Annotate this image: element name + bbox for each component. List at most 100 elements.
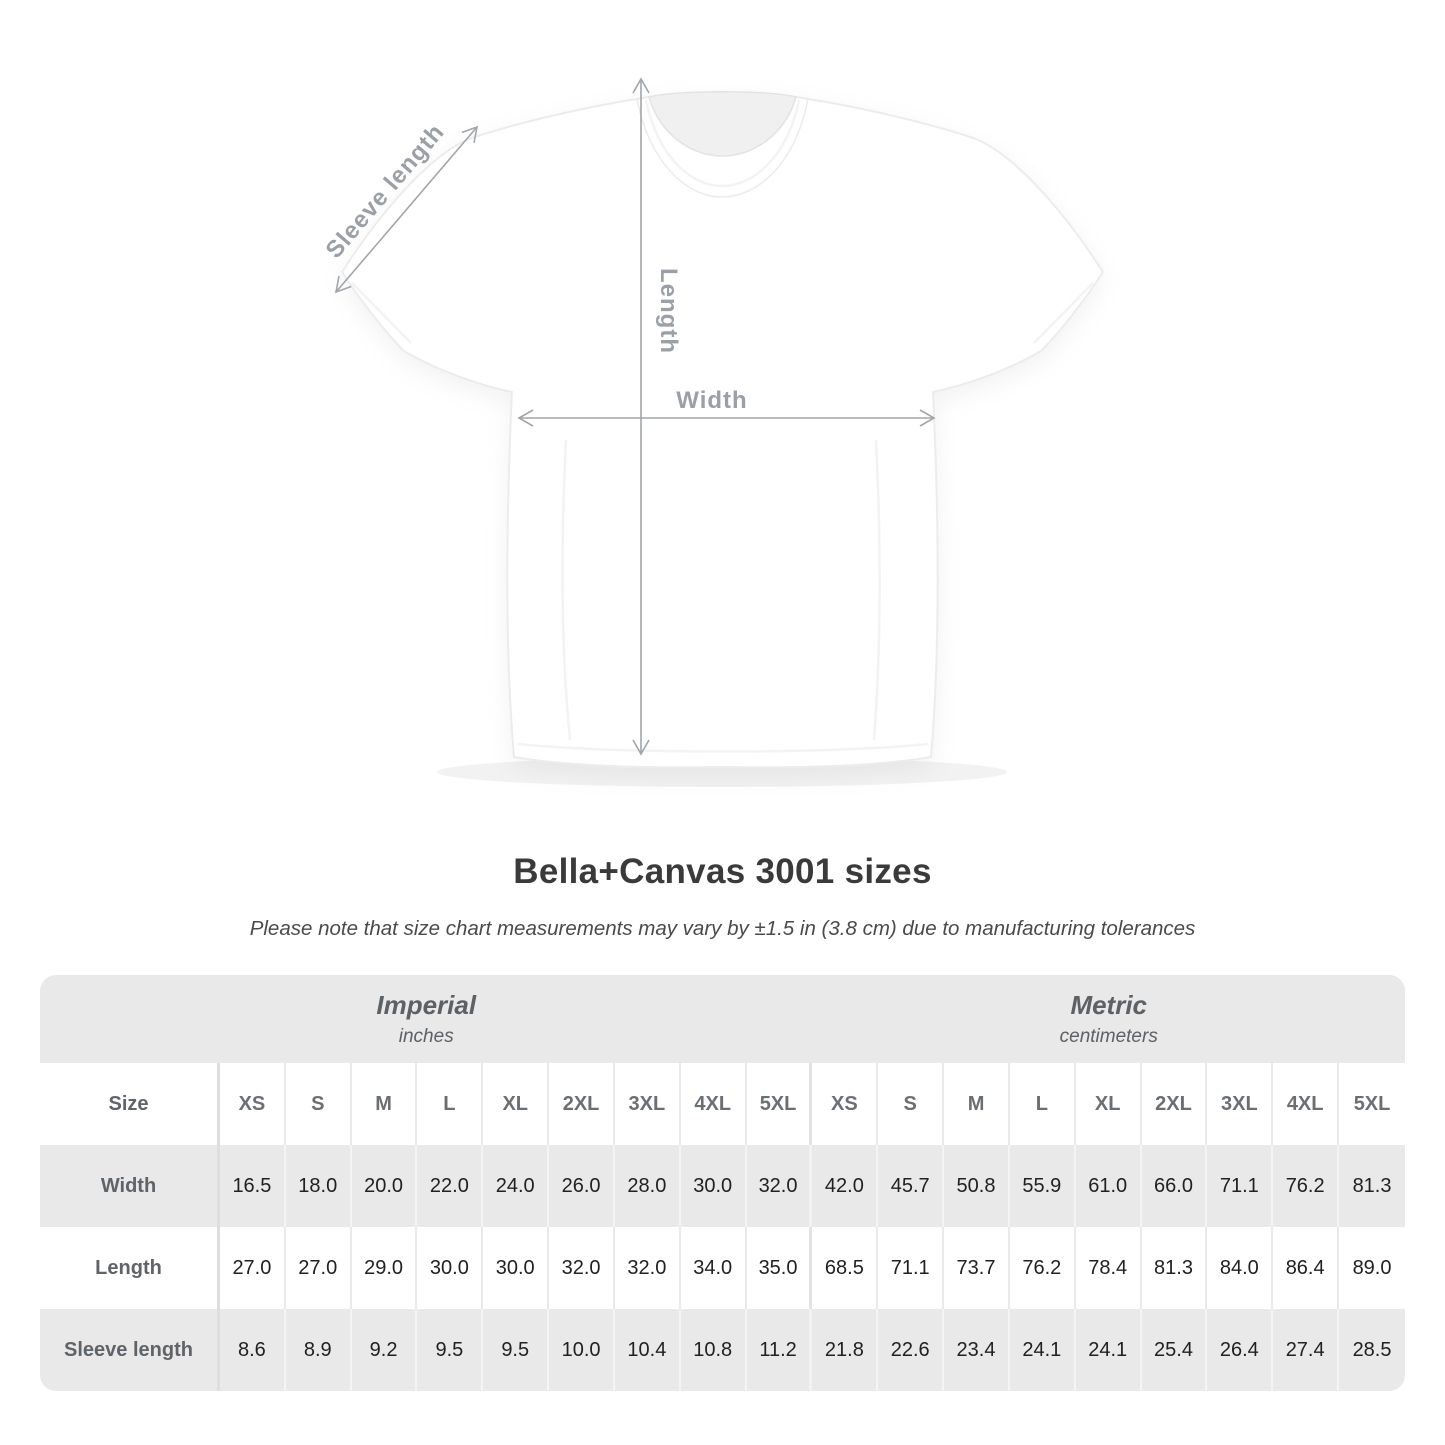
table-cell: 24.1 [1075, 1309, 1142, 1391]
table-cell: 8.6 [220, 1309, 286, 1391]
size-col-metric-xs: XS [812, 1063, 879, 1145]
table-row-length: Length 27.0 27.0 29.0 30.0 30.0 32.0 32.0 34.0 35… [40, 1227, 1405, 1309]
table-cell: 9.5 [417, 1309, 484, 1391]
table-cell: 32.0 [746, 1145, 813, 1227]
table-cell: 10.0 [549, 1309, 615, 1391]
table-cell: 42.0 [812, 1145, 879, 1227]
table-cell: 30.0 [680, 1145, 747, 1227]
table-cell: 71.1 [878, 1227, 945, 1309]
table-row-sleeve-length: Sleeve length 8.6 8.9 9.2 9.5 9.5 10.0 10.4 10.8… [40, 1309, 1405, 1391]
table-cell: 24.1 [1009, 1309, 1076, 1391]
table-cell: 8.9 [285, 1309, 352, 1391]
size-col-metric-2xl: 2XL [1141, 1063, 1208, 1145]
sleeve-length-arrow [334, 125, 479, 294]
row-label: Sleeve length [40, 1309, 220, 1391]
table-cell: 32.0 [549, 1227, 615, 1309]
table-cell: 89.0 [1339, 1227, 1405, 1309]
table-cell: 28.5 [1339, 1309, 1405, 1391]
table-cell: 24.0 [483, 1145, 550, 1227]
table-cell: 10.8 [680, 1309, 747, 1391]
tshirt-graphic [340, 91, 1105, 769]
table-cell: 71.1 [1207, 1145, 1274, 1227]
page-title: Bella+Canvas 3001 sizes [513, 852, 932, 891]
imperial-label: Imperial [376, 990, 477, 1020]
table-cell: 66.0 [1141, 1145, 1208, 1227]
table-cell: 22.0 [417, 1145, 484, 1227]
size-col-metric-s: S [878, 1063, 945, 1145]
table-cell: 29.0 [351, 1227, 418, 1309]
table-cell: 45.7 [878, 1145, 945, 1227]
table-cell: 30.0 [483, 1227, 550, 1309]
size-col-imperial-s: S [285, 1063, 352, 1145]
row-label: Width [40, 1145, 220, 1227]
size-col-imperial-m: M [351, 1063, 418, 1145]
size-col-metric-5xl: 5XL [1339, 1063, 1405, 1145]
unit-header-row: Imperial inches Metric centimeters [40, 975, 1405, 1063]
table-cell: 84.0 [1207, 1227, 1274, 1309]
size-col-imperial-l: L [417, 1063, 484, 1145]
length-label: Length [655, 268, 682, 354]
size-col-imperial-3xl: 3XL [614, 1063, 681, 1145]
size-col-metric-4xl: 4XL [1273, 1063, 1340, 1145]
table-cell: 18.0 [285, 1145, 352, 1227]
table-cell: 76.2 [1273, 1145, 1340, 1227]
imperial-unit: inches [398, 1026, 454, 1047]
size-chart: Imperial inches Metric centimeters Size … [40, 975, 1405, 1391]
table-cell: 86.4 [1273, 1227, 1340, 1309]
table-cell: 81.3 [1339, 1145, 1405, 1227]
size-col-metric-m: M [944, 1063, 1010, 1145]
table-cell: 68.5 [812, 1227, 879, 1309]
size-col-imperial-xs: XS [220, 1063, 286, 1145]
table-cell: 20.0 [351, 1145, 418, 1227]
page-subtitle: Please note that size chart measurements… [249, 917, 1196, 940]
fabric-fold-right [872, 439, 881, 741]
size-col-metric-l: L [1009, 1063, 1076, 1145]
table-cell: 61.0 [1075, 1145, 1142, 1227]
size-table: Imperial inches Metric centimeters Size … [40, 975, 1405, 1391]
metric-label: Metric [1070, 990, 1148, 1020]
metric-unit: centimeters [1059, 1026, 1158, 1047]
collar-band-outer [636, 98, 809, 198]
size-col-metric-3xl: 3XL [1207, 1063, 1274, 1145]
table-cell: 23.4 [944, 1309, 1010, 1391]
collar-opening [648, 91, 797, 157]
size-row-label: Size [40, 1063, 220, 1145]
table-cell: 25.4 [1141, 1309, 1208, 1391]
size-col-imperial-2xl: 2XL [549, 1063, 615, 1145]
table-cell: 26.4 [1207, 1309, 1274, 1391]
table-row-width: Width 16.5 18.0 20.0 22.0 24.0 26.0 28.0 30.0 32.… [40, 1145, 1405, 1227]
table-cell: 73.7 [944, 1227, 1010, 1309]
table-cell: 22.6 [878, 1309, 945, 1391]
imperial-header: Imperial inches [40, 975, 813, 1063]
table-cell: 32.0 [614, 1227, 681, 1309]
table-cell: 27.0 [285, 1227, 352, 1309]
table-cell: 34.0 [680, 1227, 747, 1309]
table-cell: 16.5 [220, 1145, 286, 1227]
table-cell: 35.0 [746, 1227, 813, 1309]
table-cell: 55.9 [1009, 1145, 1076, 1227]
table-cell: 27.4 [1273, 1309, 1340, 1391]
size-col-imperial-xl: XL [483, 1063, 550, 1145]
table-cell: 78.4 [1075, 1227, 1142, 1309]
size-col-imperial-4xl: 4XL [680, 1063, 747, 1145]
table-cell: 21.8 [812, 1309, 879, 1391]
size-header-row: Size XS S M L XL 2XL 3XL 4XL 5XL XS S M L XL 2XL 3XL 4XL… [40, 1063, 1405, 1145]
table-cell: 81.3 [1141, 1227, 1208, 1309]
right-sleeve-seam [1033, 282, 1094, 344]
table-cell: 26.0 [549, 1145, 615, 1227]
tshirt-body [340, 92, 1105, 769]
table-cell: 10.4 [614, 1309, 681, 1391]
table-cell: 9.2 [351, 1309, 418, 1391]
size-col-metric-xl: XL [1075, 1063, 1142, 1145]
size-col-imperial-5xl: 5XL [746, 1063, 813, 1145]
fabric-fold-left [561, 439, 572, 741]
bottom-hem-seam [517, 742, 929, 753]
table-cell: 28.0 [614, 1145, 681, 1227]
width-label: Width [676, 387, 747, 414]
row-label: Length [40, 1227, 220, 1309]
table-cell: 27.0 [220, 1227, 286, 1309]
table-cell: 50.8 [944, 1145, 1010, 1227]
tshirt-measurement-diagram: Sleeve length Length Width [321, 77, 1105, 787]
table-cell: 76.2 [1009, 1227, 1076, 1309]
metric-header: Metric centimeters [812, 975, 1405, 1063]
